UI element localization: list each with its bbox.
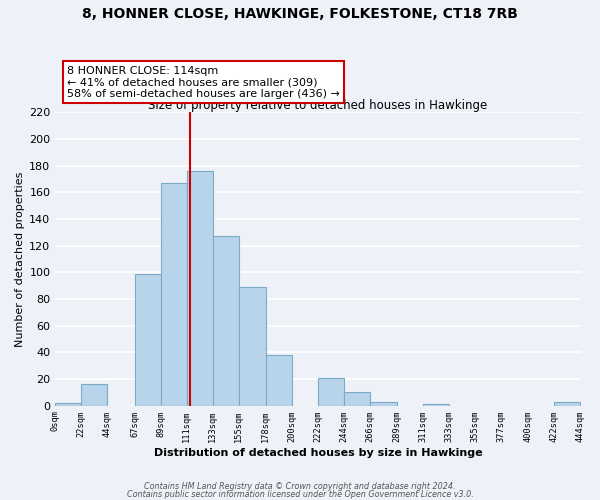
- Bar: [239, 287, 266, 406]
- Bar: [55, 403, 82, 406]
- Bar: [423, 404, 449, 406]
- Text: Contains public sector information licensed under the Open Government Licence v3: Contains public sector information licen…: [127, 490, 473, 499]
- Bar: [82, 384, 107, 406]
- Bar: [344, 392, 370, 406]
- Text: 8 HONNER CLOSE: 114sqm
← 41% of detached houses are smaller (309)
58% of semi-de: 8 HONNER CLOSE: 114sqm ← 41% of detached…: [67, 66, 340, 99]
- Bar: [212, 236, 239, 406]
- Bar: [187, 171, 212, 406]
- Bar: [554, 402, 580, 406]
- Bar: [134, 274, 161, 406]
- Bar: [161, 183, 187, 406]
- Y-axis label: Number of detached properties: Number of detached properties: [15, 171, 25, 346]
- Title: Size of property relative to detached houses in Hawkinge: Size of property relative to detached ho…: [148, 99, 488, 112]
- Bar: [266, 355, 292, 406]
- Bar: [370, 402, 397, 406]
- X-axis label: Distribution of detached houses by size in Hawkinge: Distribution of detached houses by size …: [154, 448, 482, 458]
- Bar: [318, 378, 344, 406]
- Text: 8, HONNER CLOSE, HAWKINGE, FOLKESTONE, CT18 7RB: 8, HONNER CLOSE, HAWKINGE, FOLKESTONE, C…: [82, 8, 518, 22]
- Text: Contains HM Land Registry data © Crown copyright and database right 2024.: Contains HM Land Registry data © Crown c…: [144, 482, 456, 491]
